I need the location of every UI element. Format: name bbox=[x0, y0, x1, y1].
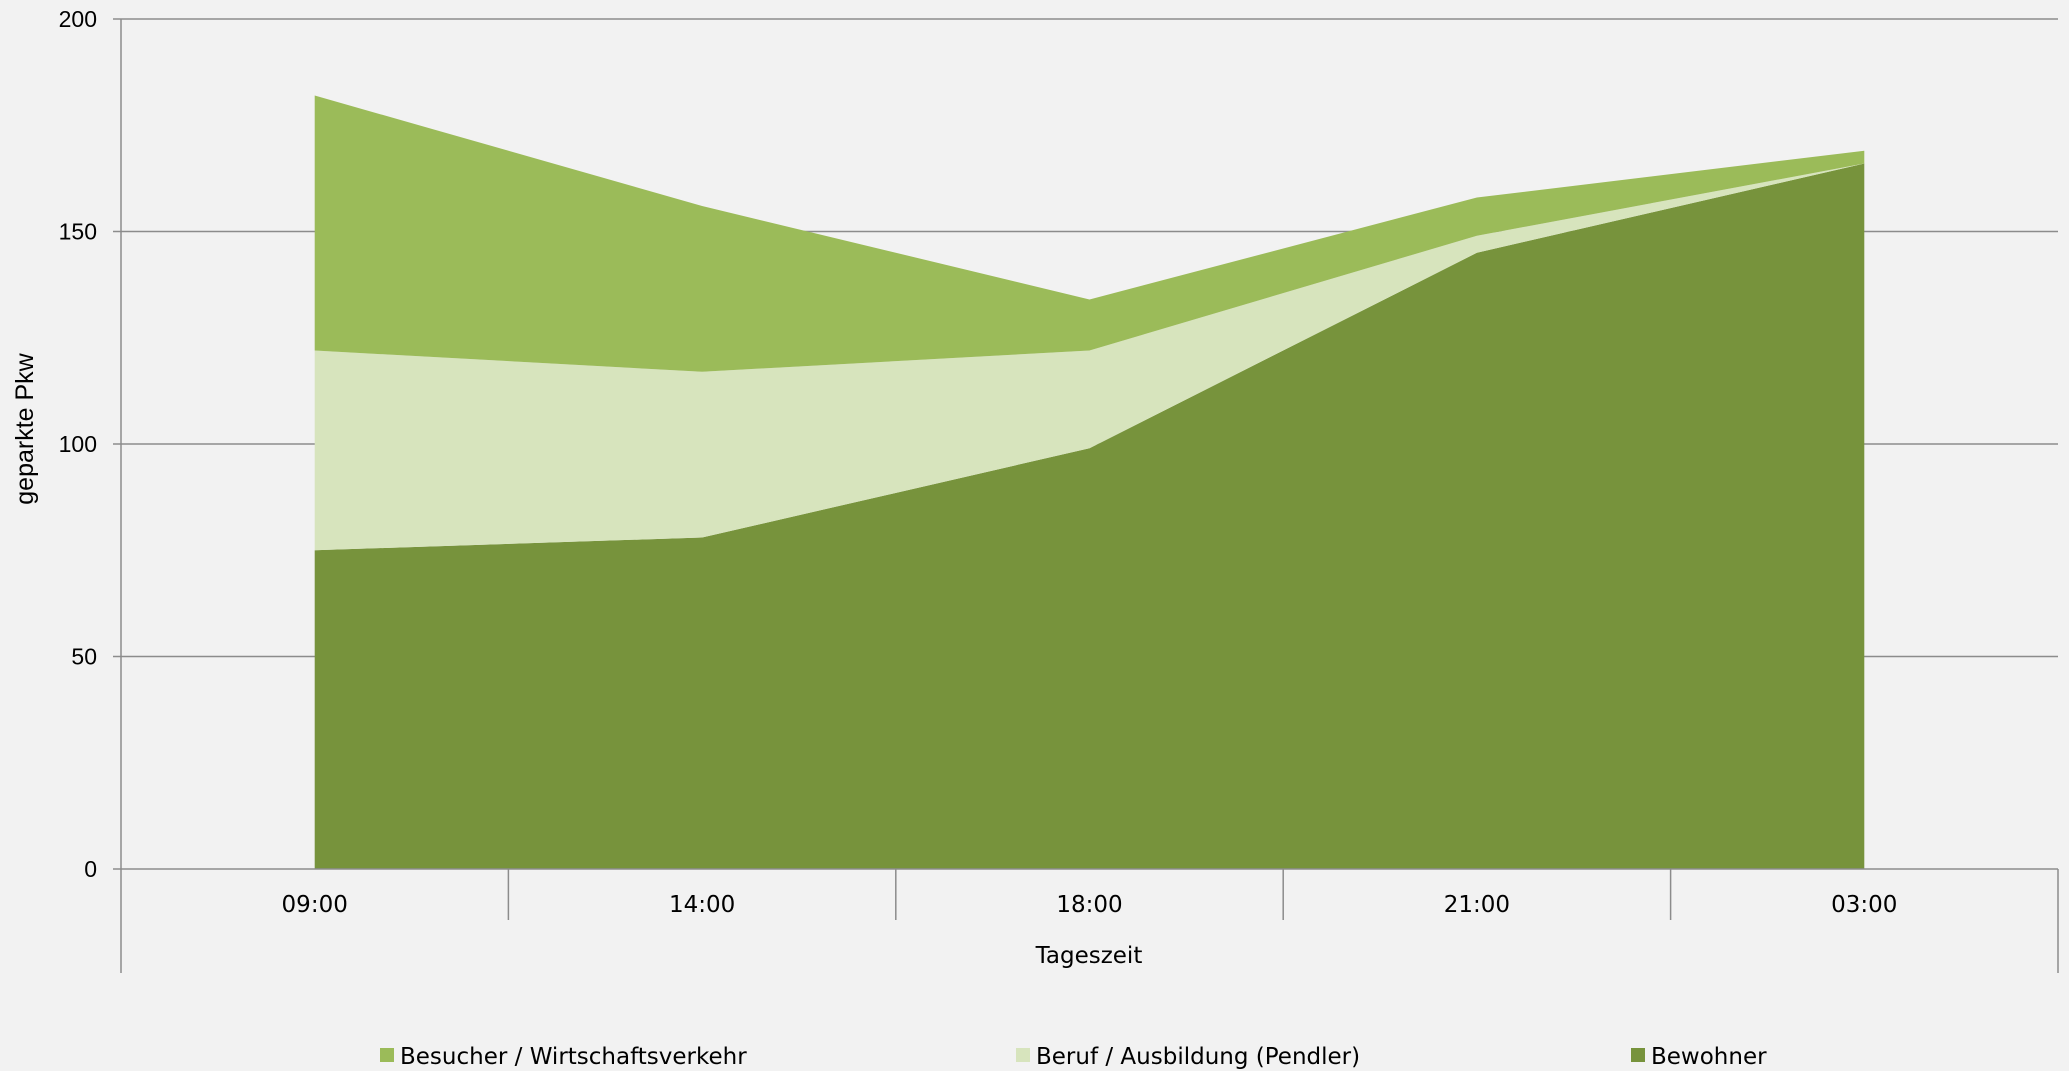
area-bewohner bbox=[314, 163, 1865, 869]
y-tick-label: 50 bbox=[71, 644, 97, 670]
legend-swatch bbox=[1631, 1048, 1645, 1062]
x-tick-label: 03:00 bbox=[1831, 892, 1897, 918]
legend-label: Bewohner bbox=[1651, 1044, 1767, 1070]
y-tick-label: 150 bbox=[59, 219, 97, 245]
legend-item: Besucher / Wirtschaftsverkehr bbox=[380, 1044, 747, 1070]
area-beruf-ausbildung-pendler bbox=[314, 163, 1865, 551]
x-tick-labels: 09:00 14:00 18:00 21:00 03:00 bbox=[282, 892, 1898, 918]
legend-item: Beruf / Ausbildung (Pendler) bbox=[1016, 1044, 1360, 1070]
y-tick-label: 0 bbox=[84, 856, 97, 882]
x-tick-label: 14:00 bbox=[669, 892, 735, 918]
axes bbox=[113, 18, 2059, 973]
legend-swatch bbox=[380, 1048, 394, 1062]
series-areas bbox=[314, 95, 1865, 869]
y-tick-label: 200 bbox=[59, 6, 97, 32]
y-tick-label: 100 bbox=[59, 431, 97, 457]
x-tick-label: 09:00 bbox=[282, 892, 348, 918]
legend-label: Beruf / Ausbildung (Pendler) bbox=[1036, 1044, 1360, 1070]
x-tick-label: 18:00 bbox=[1056, 892, 1122, 918]
y-tick-labels: 0 50 100 150 200 bbox=[59, 6, 97, 882]
legend-swatch bbox=[1016, 1048, 1030, 1062]
y-axis-title: geparkte Pkw bbox=[11, 352, 39, 504]
legend: Besucher / Wirtschaftsverkehr Beruf / Aus… bbox=[380, 1044, 1767, 1070]
legend-item: Bewohner bbox=[1631, 1044, 1767, 1070]
x-axis-title: Tageszeit bbox=[1035, 943, 1143, 969]
x-tick-label: 21:00 bbox=[1444, 892, 1510, 918]
area-besucher-wirtschaftsverkehr bbox=[314, 95, 1865, 372]
legend-label: Besucher / Wirtschaftsverkehr bbox=[400, 1044, 747, 1070]
